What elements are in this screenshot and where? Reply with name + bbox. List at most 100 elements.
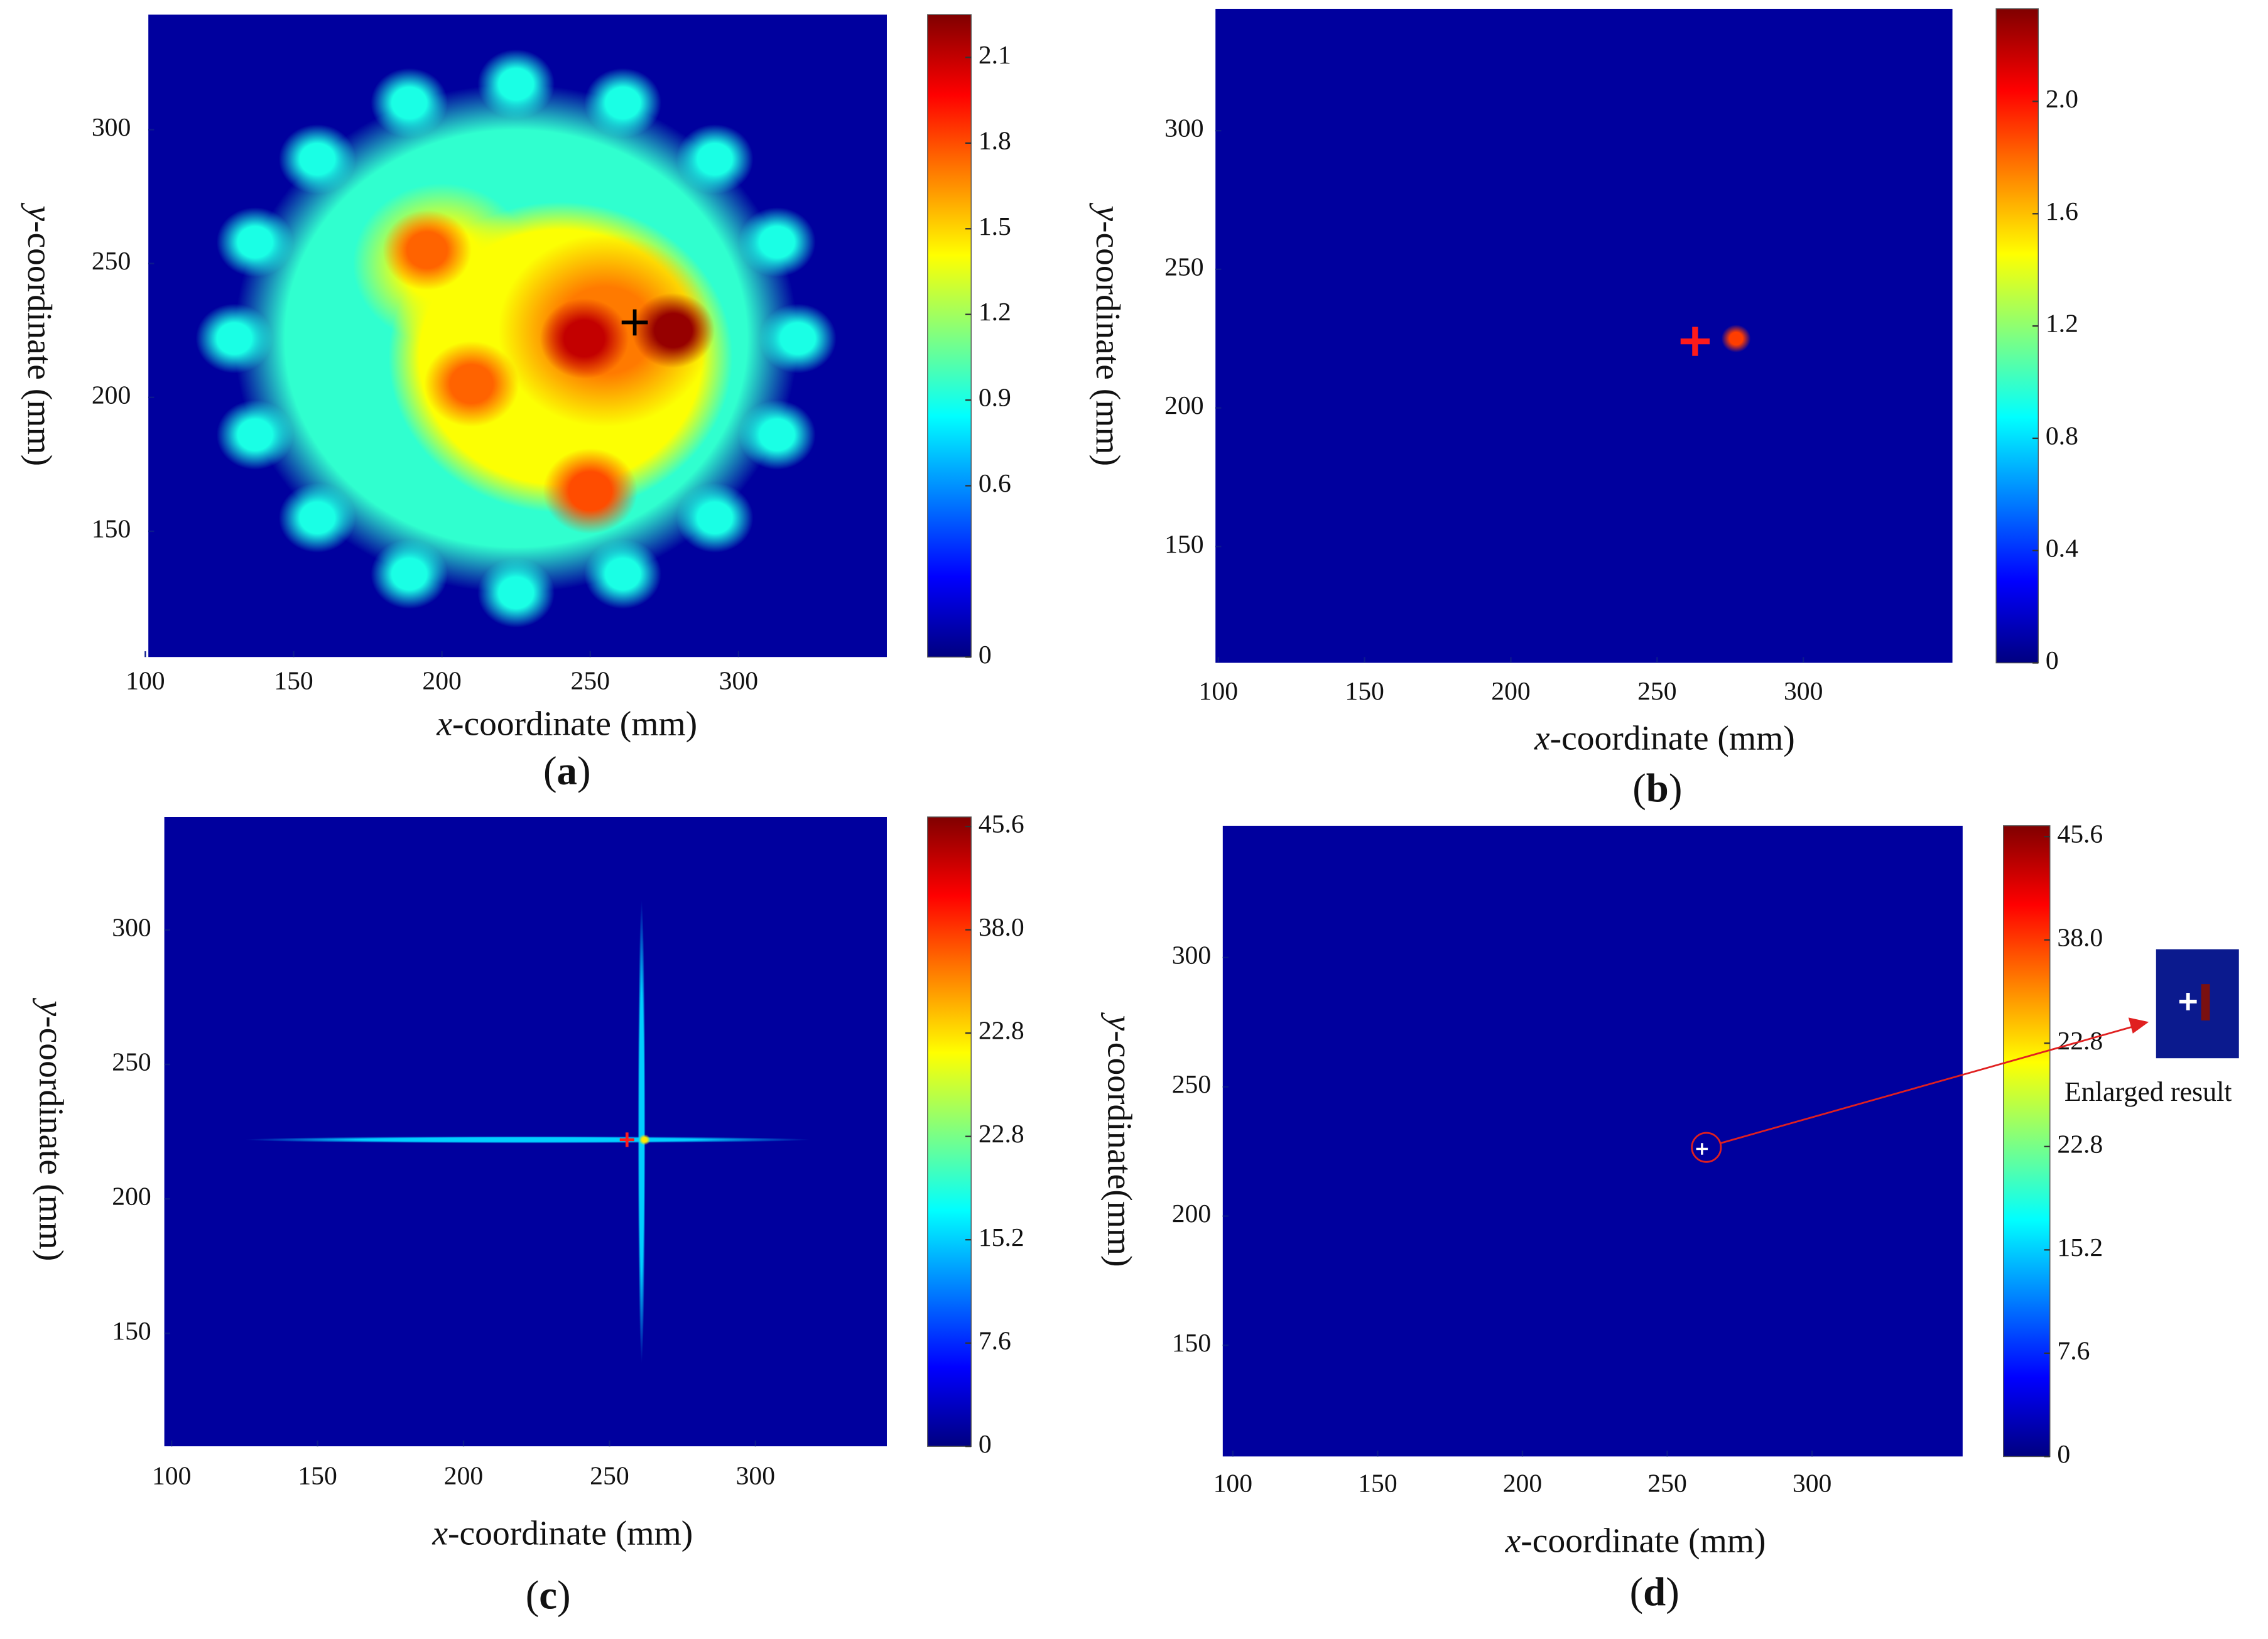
annotation: Enlarged result (2065, 1076, 2232, 1107)
heat-spot (759, 303, 837, 374)
colorbar (2003, 825, 2051, 1458)
x-tick-label: 150 (1345, 677, 1384, 706)
heat-spot (383, 210, 472, 291)
y-axis-label: y-coordinate (mm) (32, 997, 71, 1261)
panel-label: (a) (543, 749, 591, 794)
x-tick-label: 150 (1358, 1469, 1397, 1498)
colorbar (1995, 8, 2039, 664)
x-axis-label: x-coordinate (mm) (436, 704, 697, 743)
colorbar-tick-label: 7.6 (979, 1326, 1011, 1355)
colorbar-tick-label: 7.6 (2057, 1336, 2090, 1365)
y-tick-label: 150 (112, 1317, 151, 1346)
x-tick-label: 250 (590, 1462, 629, 1491)
colorbar-tick-label: 22.8 (979, 1017, 1024, 1046)
x-tick-label: 200 (444, 1462, 483, 1491)
colorbar-tick-label: 2.1 (979, 41, 1011, 70)
location-marker (621, 309, 648, 336)
heat-ridge (638, 900, 646, 1363)
plot-area (1222, 825, 1963, 1457)
x-axis-label: x-coordinate (mm) (431, 1513, 693, 1552)
heat-spot (584, 68, 662, 138)
panel-label: (d) (1630, 1570, 1679, 1615)
location-marker (1680, 327, 1710, 356)
colorbar-tick-label: 2.0 (2046, 85, 2078, 114)
colorbar-tick-label: 22.8 (979, 1120, 1024, 1149)
x-tick-label: 300 (1784, 677, 1823, 706)
location-marker (1696, 1143, 1708, 1155)
heat-spot (631, 293, 715, 368)
colorbar-tick-label: 1.8 (979, 126, 1011, 155)
x-tick-label: 250 (1637, 677, 1676, 706)
heat-spot (195, 303, 273, 374)
heat-spot (278, 124, 356, 194)
colorbar-tick-label: 0 (2057, 1440, 2070, 1469)
heat-spot (738, 400, 816, 470)
heat-ridge (244, 1136, 811, 1144)
heat-spot (738, 207, 816, 277)
y-tick-label: 200 (112, 1182, 151, 1211)
colorbar-tick-label: 45.6 (2057, 820, 2103, 849)
heat-spot (477, 558, 555, 628)
x-tick-label: 100 (1213, 1469, 1252, 1498)
heat-spot (676, 124, 754, 194)
x-axis-label: x-coordinate (mm) (1505, 1521, 1766, 1560)
colorbar-tick-label: 38.0 (979, 913, 1024, 942)
y-tick-label: 150 (1172, 1329, 1211, 1358)
colorbar-tick-label: 1.6 (2046, 197, 2078, 226)
y-tick-label: 200 (1172, 1199, 1211, 1228)
x-tick-label: 300 (719, 667, 758, 696)
x-tick-label: 200 (422, 667, 461, 696)
colorbar-tick-label: 1.5 (979, 212, 1011, 241)
colorbar-tick-label: 15.2 (2057, 1233, 2103, 1262)
plot-background (1222, 825, 1963, 1457)
heat-spot (584, 539, 662, 609)
colorbar-tick-label: 0 (979, 1430, 992, 1459)
zoom-arrowhead (2128, 1017, 2149, 1034)
colorbar-tick-label: 1.2 (2046, 310, 2078, 338)
x-tick-label: 100 (152, 1462, 191, 1491)
y-tick-label: 150 (1164, 530, 1203, 559)
colorbar-tick-label: 45.6 (979, 810, 1024, 839)
x-tick-label: 250 (571, 667, 610, 696)
plot-area (1215, 8, 1953, 663)
y-tick-label: 200 (92, 381, 131, 409)
panel-label: (c) (526, 1572, 571, 1618)
colorbar-tick-label: 22.8 (2057, 1130, 2103, 1159)
colorbar-tick-label: 0.6 (979, 469, 1011, 498)
plot-background (164, 816, 887, 1447)
y-tick-label: 300 (112, 913, 151, 942)
y-axis-label: y-coordinate (mm) (20, 202, 59, 466)
y-tick-label: 300 (92, 113, 131, 142)
x-tick-label: 100 (126, 667, 165, 696)
x-tick-label: 250 (1647, 1469, 1686, 1498)
x-tick-label: 150 (274, 667, 313, 696)
x-tick-label: 150 (298, 1462, 337, 1491)
colorbar (927, 816, 972, 1447)
heat-spot (371, 68, 448, 138)
y-tick-label: 250 (1172, 1070, 1211, 1099)
colorbar-tick-label: 0.8 (2046, 422, 2078, 451)
zoom-circle (1691, 1132, 1722, 1163)
zoom-arrow (1720, 1025, 2135, 1144)
heat-spot (371, 539, 448, 609)
x-tick-label: 300 (1793, 1469, 1831, 1498)
y-tick-label: 250 (1164, 252, 1203, 281)
colorbar-tick-label: 38.0 (2057, 923, 2103, 952)
y-axis-label: y-coordinate (mm) (1088, 202, 1127, 466)
y-tick-label: 300 (1172, 941, 1211, 970)
heat-spot (676, 483, 754, 553)
colorbar-tick-label: 0.4 (2046, 534, 2078, 563)
heat-spot (477, 49, 555, 119)
colorbar-tick-label: 0 (2046, 646, 2059, 675)
colorbar (927, 14, 972, 658)
y-tick-label: 250 (112, 1048, 151, 1077)
heat-spot (216, 207, 294, 277)
colorbar-tick-label: 15.2 (979, 1223, 1024, 1252)
colorbar-tick-label: 1.2 (979, 298, 1011, 327)
heat-spot (1721, 325, 1751, 353)
y-tick-label: 200 (1164, 391, 1203, 420)
x-tick-label: 100 (1199, 677, 1238, 706)
colorbar-tick-label: 0 (979, 641, 992, 669)
heat-spot (540, 298, 629, 379)
